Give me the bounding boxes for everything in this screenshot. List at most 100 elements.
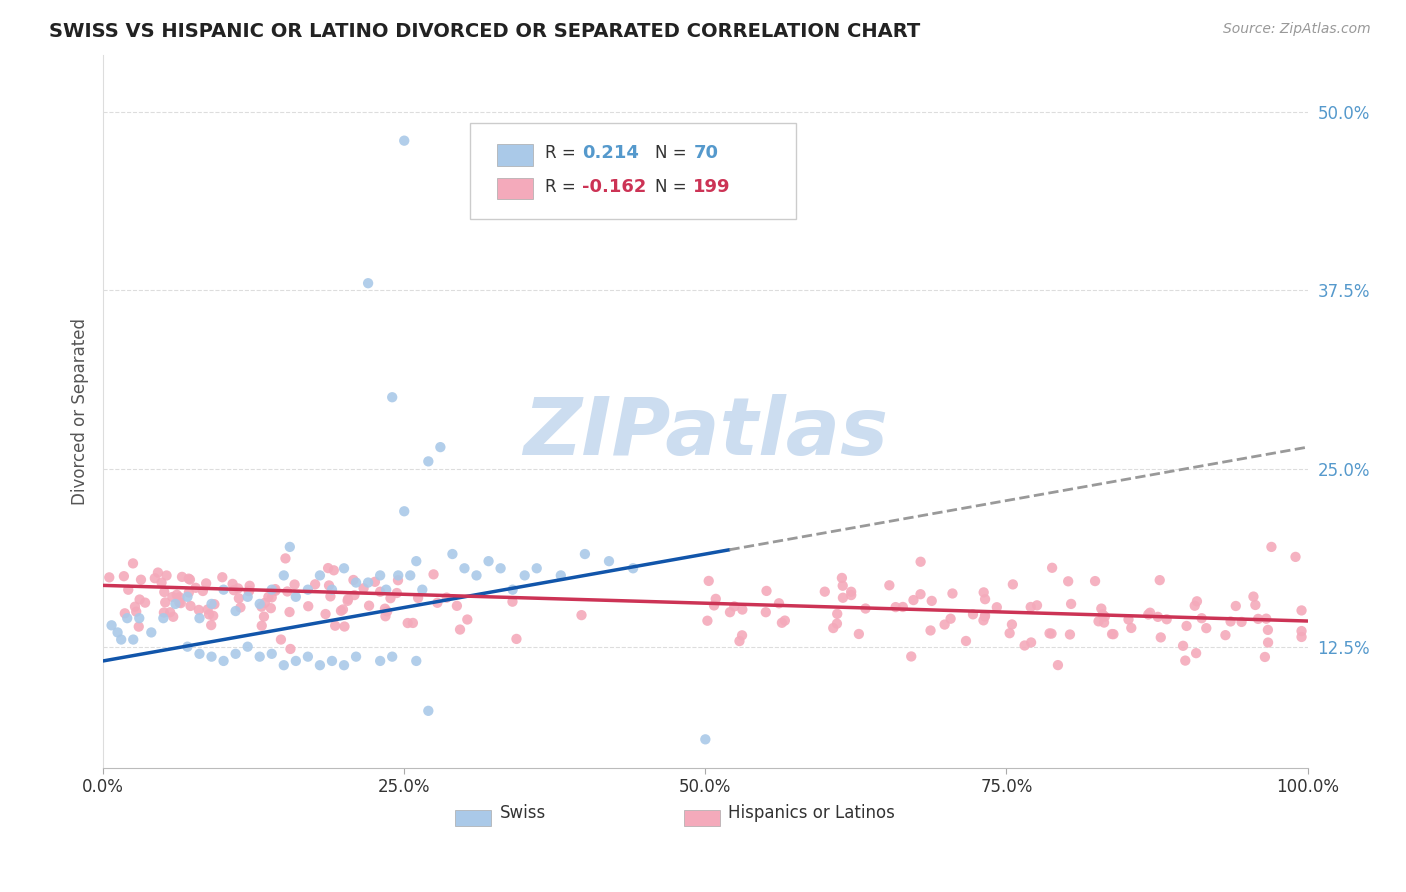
Point — [1084, 574, 1107, 588]
Point — [770, 615, 793, 630]
Point — [436, 591, 458, 605]
Point — [574, 547, 596, 561]
Point — [1014, 639, 1036, 653]
Point — [114, 607, 136, 621]
Point — [177, 572, 200, 586]
Point — [456, 613, 478, 627]
Point — [1257, 635, 1279, 649]
Point — [441, 547, 464, 561]
Point — [236, 590, 259, 604]
Point — [155, 568, 177, 582]
Point — [1118, 613, 1140, 627]
Point — [309, 658, 332, 673]
Point — [1059, 627, 1081, 641]
Point — [195, 576, 218, 591]
Point — [150, 575, 173, 590]
Point — [177, 585, 200, 599]
Point — [141, 625, 163, 640]
Point — [253, 596, 276, 610]
Point — [825, 607, 848, 621]
Point — [1254, 650, 1277, 665]
Point — [374, 601, 396, 615]
Point — [1257, 623, 1279, 637]
Point — [387, 568, 409, 582]
Point — [1191, 611, 1213, 625]
Point — [191, 584, 214, 599]
Point — [129, 573, 152, 587]
Point — [197, 602, 219, 616]
Point — [198, 607, 221, 622]
Point — [823, 621, 845, 635]
Point — [225, 604, 247, 618]
Point — [394, 504, 416, 518]
Point — [273, 658, 295, 673]
Point — [260, 601, 283, 615]
Text: R =: R = — [546, 144, 576, 161]
Point — [1256, 612, 1278, 626]
Point — [921, 594, 943, 608]
Point — [399, 568, 422, 582]
Point — [422, 567, 444, 582]
Point — [1101, 627, 1123, 641]
Point — [1195, 621, 1218, 635]
Point — [124, 599, 146, 614]
Point — [695, 732, 717, 747]
Point — [1040, 561, 1063, 575]
Point — [170, 570, 193, 584]
Point — [322, 563, 344, 577]
Text: 199: 199 — [693, 178, 731, 196]
Point — [1057, 574, 1080, 589]
Point — [1185, 594, 1208, 608]
Point — [344, 649, 367, 664]
Point — [502, 582, 524, 597]
Point — [297, 582, 319, 597]
Point — [143, 571, 166, 585]
Point — [330, 604, 353, 618]
Point — [155, 595, 177, 609]
Point — [128, 592, 150, 607]
Point — [526, 561, 548, 575]
Point — [176, 590, 198, 604]
Point — [550, 568, 572, 582]
Point — [278, 605, 301, 619]
Point — [1150, 631, 1173, 645]
Point — [1185, 646, 1208, 660]
Point — [1147, 610, 1170, 624]
Point — [731, 602, 754, 616]
Point — [309, 568, 332, 582]
Point — [264, 582, 287, 596]
Point — [1175, 619, 1198, 633]
Point — [333, 619, 356, 633]
Point — [697, 574, 720, 588]
Point — [1149, 573, 1171, 587]
Point — [1156, 612, 1178, 626]
Point — [152, 611, 174, 625]
Point — [848, 627, 870, 641]
Point — [974, 608, 997, 623]
Point — [229, 600, 252, 615]
Point — [169, 591, 191, 605]
Point — [1046, 658, 1069, 673]
Point — [333, 561, 356, 575]
Point — [1060, 597, 1083, 611]
Point — [297, 649, 319, 664]
Point — [621, 561, 644, 575]
Point — [731, 628, 754, 642]
Point — [211, 570, 233, 584]
Point — [1225, 599, 1247, 613]
Point — [284, 654, 307, 668]
Point — [321, 582, 343, 597]
Point — [332, 602, 354, 616]
Point — [162, 609, 184, 624]
Point — [939, 612, 962, 626]
Point — [755, 583, 778, 598]
Point — [814, 584, 837, 599]
Point — [368, 654, 391, 668]
Point — [115, 611, 138, 625]
Point — [411, 582, 433, 597]
Point — [1244, 598, 1267, 612]
Text: N =: N = — [655, 178, 686, 196]
Point — [368, 584, 391, 599]
Point — [1001, 617, 1024, 632]
Point — [755, 605, 778, 619]
